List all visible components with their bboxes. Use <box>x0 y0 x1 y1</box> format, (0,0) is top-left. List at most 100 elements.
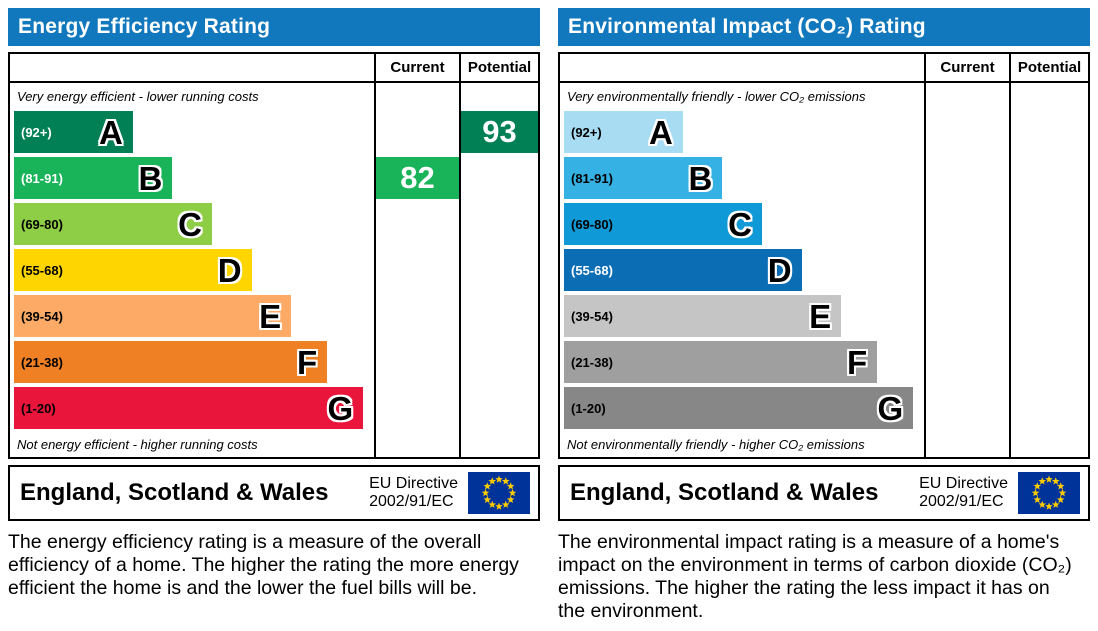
energy-efficiency-description: The energy efficiency rating is a measur… <box>8 531 519 599</box>
band-row-f: (21-38) F <box>560 339 1088 385</box>
band-bar-d: (55-68) D <box>14 249 252 291</box>
band-cell: (81-91) B <box>10 155 374 201</box>
band-letter: C <box>728 205 752 243</box>
band-row-e: (39-54) E <box>10 293 538 339</box>
potential-cell <box>1009 247 1088 293</box>
band-row-f: (21-38) F <box>10 339 538 385</box>
band-letter: G <box>877 389 904 427</box>
band-row-b: (81-91) B 82 <box>10 155 538 201</box>
current-cell <box>374 339 459 385</box>
current-cell <box>924 293 1009 339</box>
band-letter: E <box>809 297 832 335</box>
bottom-note: Not energy efficient - higher running co… <box>17 436 258 452</box>
header-spacer <box>10 54 374 81</box>
bottom-note-row: Not environmentally friendly - higher CO… <box>560 431 1088 457</box>
eu-directive-label: EU Directive 2002/91/EC <box>919 475 1008 512</box>
band-cell: (21-38) F <box>560 339 924 385</box>
potential-cell <box>459 83 538 109</box>
current-cell <box>924 247 1009 293</box>
potential-cell <box>1009 293 1088 339</box>
band-range-label: (92+) <box>21 124 52 140</box>
environmental-impact-table: Current Potential Very environmentally f… <box>558 52 1090 459</box>
epc-charts: Energy Efficiency Rating Current Potenti… <box>8 8 1090 623</box>
band-letter: F <box>847 343 868 381</box>
region-label: England, Scotland & Wales <box>570 479 879 506</box>
band-range-label: (55-68) <box>21 262 63 278</box>
current-cell <box>374 247 459 293</box>
band-cell: (92+) A <box>560 109 924 155</box>
current-rating-badge: 82 <box>376 157 459 199</box>
potential-cell <box>459 155 538 201</box>
region-footer: England, Scotland & Wales EU Directive 20… <box>558 465 1090 521</box>
band-cell: (55-68) D <box>560 247 924 293</box>
current-cell <box>924 109 1009 155</box>
band-bar-g: (1-20) G <box>14 387 364 429</box>
current-column-header: Current <box>374 54 459 81</box>
band-range-label: (69-80) <box>571 216 613 232</box>
current-cell <box>924 431 1009 457</box>
band-cell: (21-38) F <box>10 339 374 385</box>
band-bar-a: (92+) A <box>564 111 683 153</box>
current-cell <box>924 385 1009 431</box>
band-cell: (39-54) E <box>560 293 924 339</box>
table-header-row: Current Potential <box>560 54 1088 83</box>
potential-cell <box>1009 155 1088 201</box>
energy-efficiency-table: Current Potential Very energy efficient … <box>8 52 540 459</box>
band-range-label: (81-91) <box>21 170 63 186</box>
band-row-g: (1-20) G <box>560 385 1088 431</box>
potential-cell <box>1009 201 1088 247</box>
band-letter: D <box>767 251 792 289</box>
potential-cell <box>459 201 538 247</box>
band-row-c: (69-80) C <box>560 201 1088 247</box>
potential-cell <box>1009 339 1088 385</box>
current-cell <box>374 109 459 155</box>
potential-column-header: Potential <box>1009 54 1088 81</box>
potential-cell <box>1009 109 1088 155</box>
environmental-impact-panel: Environmental Impact (CO₂) Rating Curren… <box>558 8 1090 623</box>
potential-cell <box>459 293 538 339</box>
band-cell: (1-20) G <box>560 385 924 431</box>
band-range-label: (1-20) <box>571 400 606 416</box>
band-range-label: (39-54) <box>21 308 63 324</box>
band-letter: F <box>297 343 318 381</box>
energy-efficiency-title: Energy Efficiency Rating <box>8 8 540 46</box>
band-row-e: (39-54) E <box>560 293 1088 339</box>
band-bar-f: (21-38) F <box>14 341 328 383</box>
band-bar-c: (69-80) C <box>564 203 762 245</box>
eu-directive-line1: EU Directive <box>369 474 458 492</box>
band-letter: B <box>688 159 713 197</box>
potential-cell <box>1009 83 1088 109</box>
band-letter: D <box>217 251 242 289</box>
band-row-b: (81-91) B <box>560 155 1088 201</box>
current-cell <box>374 431 459 457</box>
potential-cell <box>459 339 538 385</box>
potential-cell <box>459 385 538 431</box>
region-label: England, Scotland & Wales <box>20 479 329 506</box>
band-cell: (39-54) E <box>10 293 374 339</box>
band-cell: (92+) A <box>10 109 374 155</box>
energy-efficiency-panel: Energy Efficiency Rating Current Potenti… <box>8 8 540 623</box>
band-range-label: (92+) <box>571 124 602 140</box>
band-row-d: (55-68) D <box>560 247 1088 293</box>
band-bar-b: (81-91) B <box>564 157 723 199</box>
region-footer: England, Scotland & Wales EU Directive 20… <box>8 465 540 521</box>
band-range-label: (81-91) <box>571 170 613 186</box>
current-cell <box>924 83 1009 109</box>
current-cell <box>374 201 459 247</box>
band-cell: (81-91) B <box>560 155 924 201</box>
band-range-label: (21-38) <box>571 354 613 370</box>
band-bar-f: (21-38) F <box>564 341 878 383</box>
eu-directive-line2: 2002/91/EC <box>919 493 1004 510</box>
table-header-row: Current Potential <box>10 54 538 83</box>
band-range-label: (55-68) <box>571 262 613 278</box>
band-letter: B <box>138 159 163 197</box>
band-row-a: (92+) A <box>560 109 1088 155</box>
band-letter: C <box>178 205 202 243</box>
top-note-row: Very environmentally friendly - lower CO… <box>560 83 1088 109</box>
bottom-note-row: Not energy efficient - higher running co… <box>10 431 538 457</box>
top-note: Very energy efficient - lower running co… <box>17 88 259 104</box>
band-row-a: (92+) A 93 <box>10 109 538 155</box>
band-bar-g: (1-20) G <box>564 387 914 429</box>
current-cell <box>924 155 1009 201</box>
band-range-label: (21-38) <box>21 354 63 370</box>
